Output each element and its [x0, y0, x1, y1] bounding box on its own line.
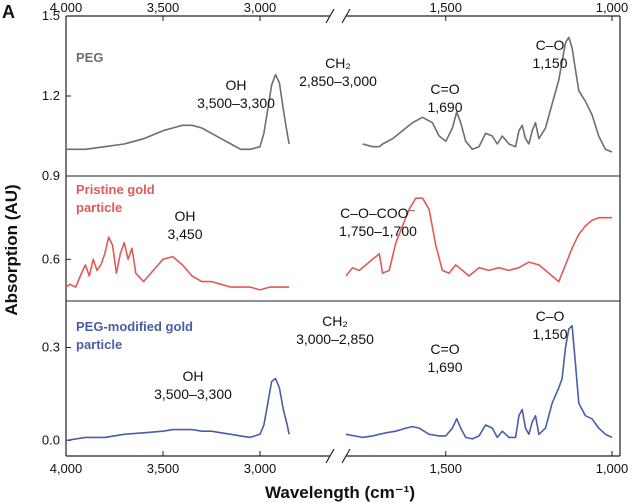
annotation-pristine-cocoo: C–O–COO⁻: [340, 205, 416, 221]
panel-label-modified: particle: [76, 337, 122, 352]
annotation-peg-ch2: CH₂: [325, 55, 351, 71]
panel-label-pristine: Pristine gold: [76, 182, 155, 197]
panel-separators: [66, 175, 620, 302]
panel-letter: A: [2, 2, 15, 22]
x-tick-label-bottom: 3,000: [244, 461, 277, 476]
y-axis: 1.5 1.2 0.9 0.6 0.3 0.0: [42, 8, 71, 448]
plot-frame: [65, 8, 621, 464]
annotation-modified-oh: 3,500–3,300: [154, 386, 232, 402]
x-axis-title: Wavelength (cm⁻¹): [265, 483, 415, 502]
axis-break-mark-top-1: [325, 8, 335, 24]
x-tick-label-top: 3,000: [244, 0, 277, 15]
series-line-modified-right: [345, 325, 613, 440]
annotation-peg-co_double: 1,690: [427, 99, 462, 115]
annotation-modified-co: 1,150: [532, 326, 567, 342]
annotation-modified-co_double: 1,690: [427, 359, 462, 375]
x-tick-label-bottom: 1,500: [429, 461, 462, 476]
y-tick-label: 1.5: [42, 8, 60, 23]
annotation-modified-ch2: 3,000–2,850: [296, 331, 374, 347]
annotation-modified-oh: OH: [183, 368, 204, 384]
annotation-peg-oh: 3,500–3,300: [197, 95, 275, 111]
annotation-pristine-oh: OH: [175, 208, 196, 224]
series-line-pristine-left: [65, 236, 290, 291]
y-tick-label: 0.9: [42, 168, 60, 183]
panel-label-modified: PEG-modified gold: [76, 319, 193, 334]
x-tick-label-bottom: 1,000: [596, 461, 629, 476]
y-tick-label: 0.3: [42, 340, 60, 355]
axis-break-mark-bottom-2: [341, 448, 351, 464]
annotation-pristine-oh: 3,450: [167, 226, 202, 242]
x-tick-label-bottom: 3,500: [147, 461, 180, 476]
x-tick-label-top: 3,500: [147, 0, 180, 15]
y-tick-label: 0.6: [42, 251, 60, 266]
panel-labels: PEG Pristine gold particle PEG-modified gol…: [76, 50, 193, 352]
x-tick-label-top: 1,000: [596, 0, 629, 15]
peak-annotations: OH 3,500–3,300 CH₂ 2,850–3,000 C=O 1,690 C–O 1,…: [154, 37, 568, 402]
x-tick-label-bottom: 4,000: [50, 461, 83, 476]
annotation-peg-co: C–O: [536, 37, 565, 53]
spectra-traces: [65, 36, 613, 442]
x-axis: 4,000 4,000 3,500 3,500 3,000 3,000 1,500 1,500…: [50, 0, 629, 476]
annotation-peg-co_double: C=O: [430, 81, 459, 97]
series-line-peg-right: [362, 36, 613, 153]
annotation-modified-co: C–O: [536, 308, 565, 324]
annotation-peg-ch2: 2,850–3,000: [299, 73, 377, 89]
series-line-modified-left: [65, 377, 290, 442]
series-line-peg-left: [66, 73, 290, 151]
x-tick-label-top: 1,500: [429, 0, 462, 15]
panel-label-pristine: particle: [76, 200, 122, 215]
x-tick-label-top: 4,000: [50, 0, 83, 15]
annotation-peg-oh: OH: [226, 77, 247, 93]
y-tick-label: 0.0: [42, 433, 60, 448]
annotation-modified-ch2: CH₂: [322, 313, 348, 329]
axis-break-mark-top-2: [341, 8, 351, 24]
annotation-pristine-cocoo: 1,750–1,700: [339, 223, 417, 239]
annotation-modified-co_double: C=O: [430, 341, 459, 357]
annotation-peg-co: 1,150: [532, 55, 567, 71]
series-line-pristine-right: [345, 197, 612, 283]
panel-label-peg: PEG: [76, 50, 103, 65]
axis-break-mark-bottom-1: [325, 448, 335, 464]
y-axis-title: Absorption (AU): [2, 184, 21, 315]
y-tick-label: 1.2: [42, 88, 60, 103]
